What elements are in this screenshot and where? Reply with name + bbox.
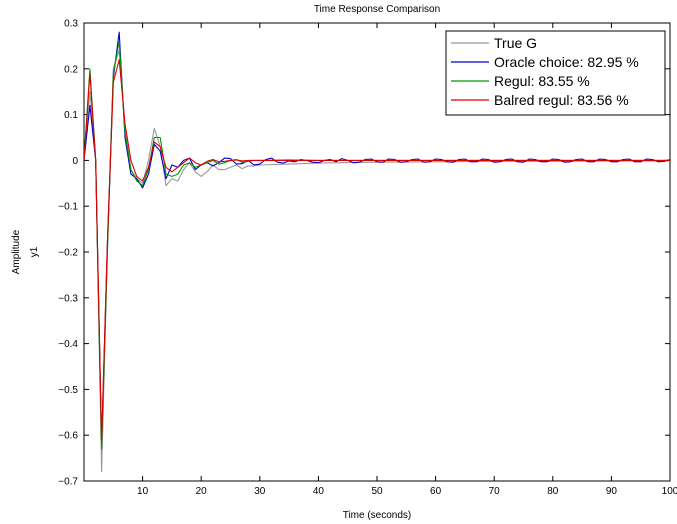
y-axis-label: Amplitude (11, 229, 22, 274)
series-line-4 (84, 59, 670, 441)
y-tick-label: −0.7 (58, 477, 78, 488)
x-tick-label: 50 (371, 486, 383, 497)
x-tick-label: 70 (489, 486, 501, 497)
legend-box (445, 30, 666, 116)
y-tick-label: 0.3 (64, 19, 78, 30)
x-tick-label: 60 (430, 486, 442, 497)
y-tick-label: −0.5 (58, 385, 78, 396)
y-tick-label: −0.2 (58, 248, 78, 259)
x-tick-label: 90 (606, 486, 618, 497)
x-tick-label: 20 (196, 486, 208, 497)
legend-entry-label: Oracle choice: 82.95 % (494, 54, 639, 70)
x-tick-label: 80 (547, 486, 559, 497)
legend-entry-label: Regul: 83.55 % (494, 73, 590, 89)
x-tick-label: 10 (137, 486, 149, 497)
x-tick-label: 30 (254, 486, 266, 497)
series-line-2 (84, 31, 670, 445)
legend-entry-label: Balred regul: 83.56 % (494, 92, 629, 108)
x-tick-label: 40 (313, 486, 325, 497)
y-tick-label: −0.3 (58, 293, 78, 304)
axis-ticks: 10 20 30 40 50 60 70 80 90 100 0.3 0.2 0.1 0 −0.1 −0.2 −… (58, 19, 677, 498)
x-tick-label: 100 (662, 486, 677, 497)
y-axis-sublabel: y1 (29, 246, 40, 257)
y-tick-label: 0.2 (64, 64, 78, 75)
x-axis-label: Time (seconds) (343, 510, 412, 521)
y-tick-label: 0.1 (64, 110, 78, 121)
chart-title: Time Response Comparison (314, 4, 440, 15)
y-tick-label: −0.1 (58, 202, 78, 213)
legend-entry-label: True G (494, 35, 537, 51)
y-tick-label: −0.6 (58, 431, 78, 442)
series-lines (84, 31, 670, 473)
y-tick-label: 0 (72, 156, 78, 167)
legend: True G Oracle choice: 82.95 % Regul: 83.55… (445, 30, 666, 116)
y-tick-label: −0.4 (58, 339, 78, 350)
